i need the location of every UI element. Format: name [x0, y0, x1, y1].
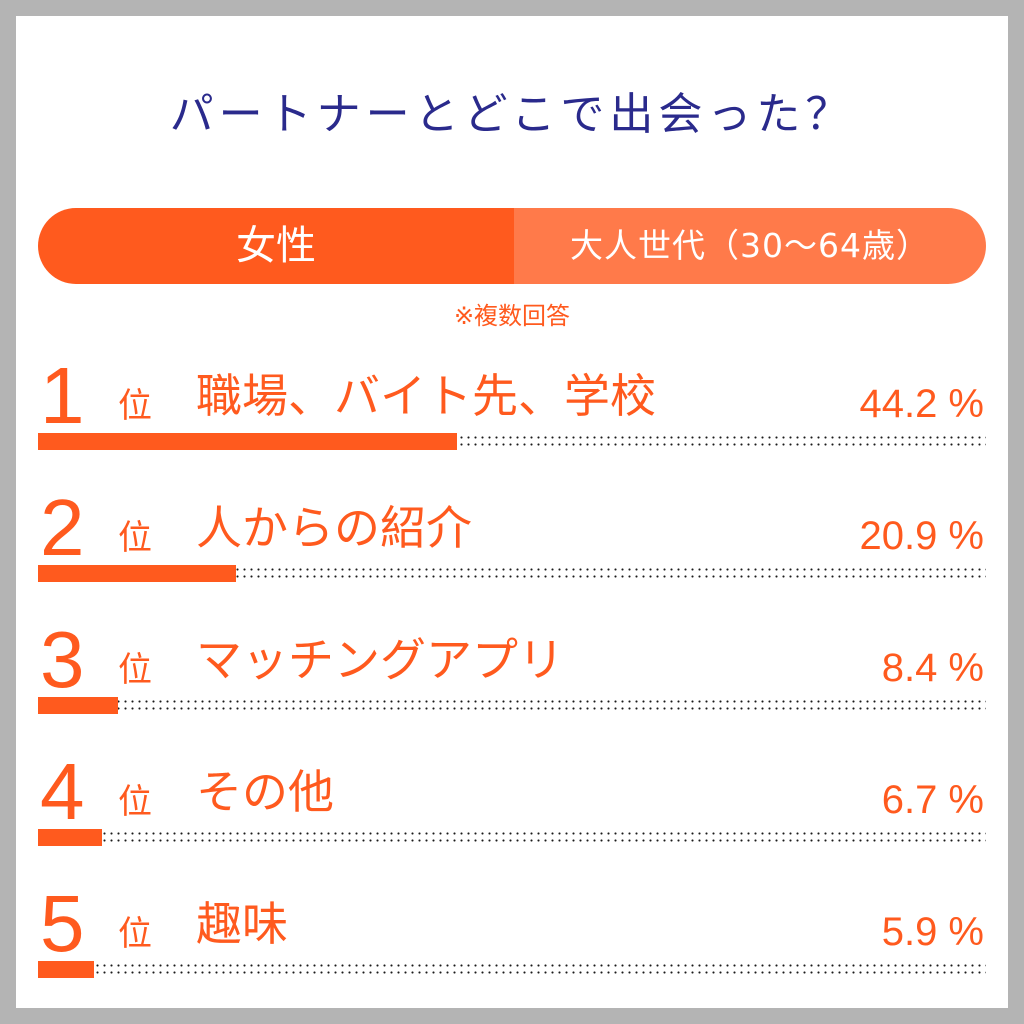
- category-label: 趣味: [196, 897, 288, 951]
- rank-number: 5: [40, 879, 85, 968]
- value-label: 44.2 %: [859, 382, 984, 426]
- segment-age-group: 大人世代（30～64歳）: [514, 208, 986, 284]
- rank-number: 4: [40, 747, 85, 836]
- bar: [38, 565, 236, 582]
- bar-track: [38, 433, 986, 450]
- rank-suffix-label: 位: [118, 782, 152, 822]
- chart-title: パートナーとどこで出会った？: [169, 89, 855, 140]
- value-label: 5.9 %: [881, 910, 984, 954]
- rank-suffix-label: 位: [118, 914, 152, 954]
- multiple-answer-note: ※複数回答: [453, 302, 571, 330]
- rank-number: 2: [40, 483, 85, 572]
- rank-suffix-label: 位: [118, 518, 152, 558]
- bar-track: [38, 829, 986, 846]
- bar-track: [38, 961, 986, 978]
- bar-track: [38, 565, 986, 582]
- rank-suffix-label: 位: [118, 650, 152, 690]
- value-label: 8.4 %: [881, 646, 984, 690]
- rank-number: 1: [40, 351, 85, 440]
- bar: [38, 697, 118, 714]
- rank-number: 3: [40, 615, 85, 704]
- bar: [38, 829, 102, 846]
- category-label: その他: [196, 765, 334, 819]
- bar-track: [38, 697, 986, 714]
- bar: [38, 961, 94, 978]
- rank-suffix-label: 位: [118, 386, 152, 426]
- category-label: 人からの紹介: [196, 501, 472, 555]
- category-label: マッチングアプリ: [196, 633, 564, 687]
- segment-gender: 女性: [38, 208, 514, 284]
- value-label: 6.7 %: [881, 778, 984, 822]
- bar: [38, 433, 457, 450]
- segment-gender-label: 女性: [236, 223, 316, 269]
- category-label: 職場、バイト先、学校: [196, 369, 656, 423]
- segment-age-group-label: 大人世代（30～64歳）: [570, 226, 930, 265]
- value-label: 20.9 %: [859, 514, 984, 558]
